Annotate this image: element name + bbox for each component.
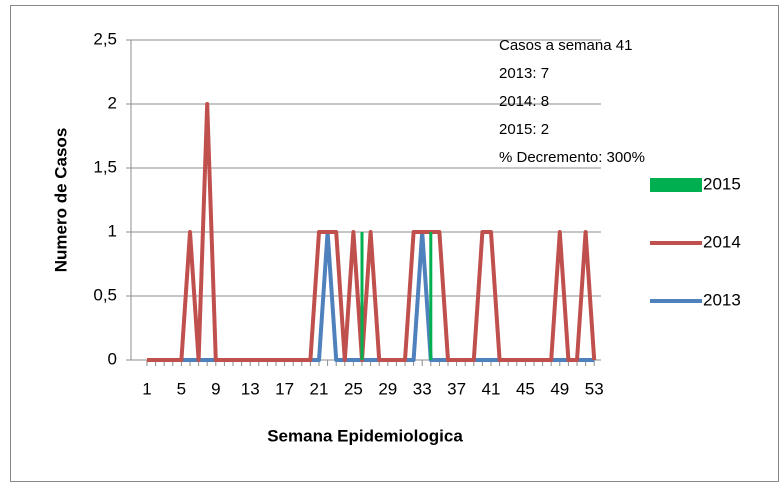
legend-label: 2015 [703,174,741,193]
x-tick-label: 49 [550,379,569,398]
annotation: 2013: 7 [499,65,549,82]
y-tick-label: 0,5 [93,285,117,304]
legend-label: 2013 [703,290,741,309]
annotation: 2015: 2 [499,121,549,138]
x-tick-label: 5 [177,379,186,398]
x-tick-label: 33 [413,379,432,398]
bar [360,232,364,360]
bar [429,232,433,360]
x-tick-label: 37 [447,379,466,398]
x-tick-label: 21 [310,379,329,398]
y-tick-label: 1,5 [93,157,117,176]
legend-label: 2014 [703,232,741,251]
y-tick-label: 2,5 [93,29,117,48]
x-tick-label: 45 [516,379,535,398]
line-series [147,102,597,362]
x-axis-title: Semana Epidemiologica [267,426,463,445]
x-tick-label: 9 [211,379,220,398]
annotation: Casos a semana 41 [499,37,632,54]
y-tick-label: 1 [108,221,117,240]
y-tick-label: 0 [108,349,117,368]
x-tick-label: 13 [241,379,260,398]
legend-swatch [650,178,702,192]
y-axis-title: Numero de Casos [51,128,70,273]
x-tick-label: 25 [344,379,363,398]
x-tick-label: 1 [142,379,151,398]
annotation: % Decremento: 300% [499,149,645,166]
x-tick-label: 29 [378,379,397,398]
x-tick-label: 41 [482,379,501,398]
x-tick-label: 53 [585,379,604,398]
x-tick-label: 17 [275,379,294,398]
annotation: 2014: 8 [499,93,549,110]
y-tick-label: 2 [108,93,117,112]
